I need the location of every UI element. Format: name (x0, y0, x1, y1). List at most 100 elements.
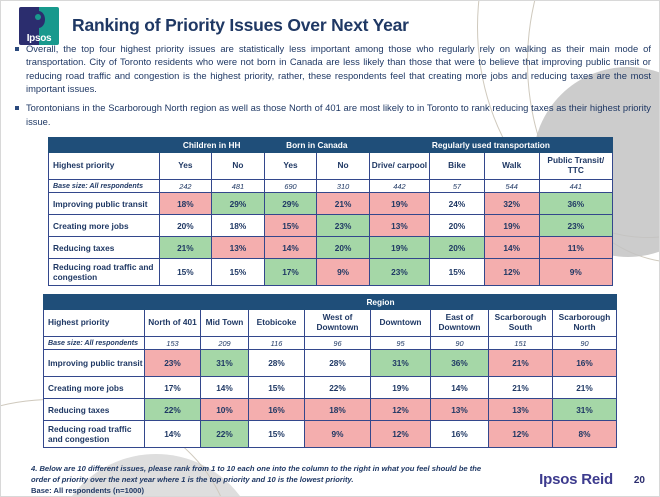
column-header-etobicoke: Etobicoke (248, 309, 305, 337)
group-header-blank (48, 137, 160, 153)
base-size-cell: 690 (263, 179, 318, 193)
group-header-blank (43, 294, 145, 310)
data-cell: 21% (488, 349, 553, 377)
data-cell: 29% (263, 192, 318, 215)
data-cell: 12% (370, 420, 431, 448)
logo-dot-icon (35, 14, 41, 20)
table-row: Reducing road traffic and congestion 15%… (48, 258, 614, 286)
base-size-label: Base size: All respondents (48, 179, 160, 193)
data-cell: 11% (538, 236, 614, 259)
data-cell: 18% (158, 192, 213, 215)
table-row: Creating more jobs 17% 14% 15% 22% 19% 1… (43, 376, 617, 399)
column-header-highest-priority: Highest priority (43, 309, 145, 337)
data-cell: 21% (552, 376, 617, 399)
base-size-cell: 95 (370, 336, 431, 350)
data-cell: 15% (248, 420, 305, 448)
row-label: Reducing road traffic and congestion (48, 258, 160, 286)
data-cell: 20% (158, 214, 213, 237)
slide-header: Ipsos Ranking of Priority Issues Over Ne… (19, 7, 649, 45)
base-size-cell: 441 (538, 179, 614, 193)
column-header-born-no: No (316, 152, 370, 180)
data-cell: 13% (368, 214, 431, 237)
data-cell: 19% (368, 236, 431, 259)
data-cell: 20% (316, 236, 370, 259)
footnote: 4. Below are 10 different issues, please… (31, 463, 501, 496)
data-cell: 14% (263, 236, 318, 259)
data-cell: 12% (488, 420, 553, 448)
data-cell: 18% (304, 398, 371, 421)
list-item: Overall, the top four highest priority i… (15, 42, 651, 95)
table-column-header-row: Highest priority North of 401 Mid Town E… (43, 309, 617, 337)
data-cell: 8% (552, 420, 617, 448)
data-cell: 13% (430, 398, 489, 421)
base-size-cell: 209 (200, 336, 249, 350)
column-header-highest-priority: Highest priority (48, 152, 160, 180)
data-cell: 31% (552, 398, 617, 421)
bullet-text: Torontonians in the Scarborough North re… (26, 102, 651, 127)
table-group-header-row: Children in HH Born in Canada Regularly … (48, 137, 614, 153)
data-cell: 19% (483, 214, 540, 237)
column-header-east-of-downtown: East of Downtown (430, 309, 489, 337)
column-header-public-transit: Public Transit/ TTC (538, 152, 614, 180)
table-row: Reducing road traffic and congestion 14%… (43, 420, 617, 448)
data-cell: 9% (316, 258, 370, 286)
data-cell: 10% (200, 398, 249, 421)
data-cell: 9% (538, 258, 614, 286)
column-header-walk: Walk (483, 152, 540, 180)
column-header-born-yes: Yes (263, 152, 318, 180)
column-header-children-yes: Yes (158, 152, 213, 180)
column-header-downtown: Downtown (370, 309, 431, 337)
table-row: Reducing taxes 21% 13% 14% 20% 19% 20% 1… (48, 236, 614, 259)
row-label: Reducing taxes (43, 398, 145, 421)
bullet-list: Overall, the top four highest priority i… (15, 42, 651, 134)
base-size-cell: 442 (368, 179, 431, 193)
ipsos-reid-wordmark: Ipsos Reid (539, 471, 613, 488)
data-cell: 14% (430, 376, 489, 399)
base-size-cell: 90 (552, 336, 617, 350)
row-label: Improving public transit (48, 192, 160, 215)
logo-wordmark: Ipsos (26, 33, 52, 44)
base-size-cell: 151 (488, 336, 553, 350)
data-cell: 22% (304, 376, 371, 399)
table-row: Creating more jobs 20% 18% 15% 23% 13% 2… (48, 214, 614, 237)
base-size-cell: 116 (248, 336, 305, 350)
data-cell: 15% (158, 258, 213, 286)
data-cell: 13% (488, 398, 553, 421)
column-header-north-of-401: North of 401 (144, 309, 201, 337)
column-header-scarborough-north: Scarborough North (552, 309, 617, 337)
data-cell: 18% (211, 214, 265, 237)
data-cell: 31% (370, 349, 431, 377)
base-size-cell: 96 (304, 336, 371, 350)
base-size-label: Base size: All respondents (43, 336, 145, 350)
table-column-header-row: Highest priority Yes No Yes No Drive/ ca… (48, 152, 614, 180)
data-cell: 36% (538, 192, 614, 215)
data-cell: 9% (304, 420, 371, 448)
data-cell: 14% (200, 376, 249, 399)
bullet-marker-icon (15, 47, 19, 51)
data-cell: 17% (144, 376, 201, 399)
data-cell: 28% (304, 349, 371, 377)
data-cell: 12% (483, 258, 540, 286)
data-cell: 16% (430, 420, 489, 448)
group-header-born-in-canada: Born in Canada (263, 137, 370, 153)
row-label: Reducing taxes (48, 236, 160, 259)
base-note: Base: All respondents (n=1000) (31, 486, 145, 495)
slide-number: 20 (633, 475, 645, 486)
data-cell: 20% (429, 214, 485, 237)
table-row: Improving public transit 18% 29% 29% 21%… (48, 192, 614, 215)
data-cell: 21% (158, 236, 213, 259)
data-cell: 19% (368, 192, 431, 215)
column-header-drive-carpool: Drive/ carpool (368, 152, 431, 180)
priority-by-region-table: Region Highest priority North of 401 Mid… (43, 294, 617, 448)
base-size-cell: 544 (483, 179, 540, 193)
data-cell: 28% (248, 349, 305, 377)
table-row: Improving public transit 23% 31% 28% 28%… (43, 349, 617, 377)
footnote-question-text: 4. Below are 10 different issues, please… (31, 464, 482, 484)
data-cell: 20% (429, 236, 485, 259)
priority-by-demographics-table: Children in HH Born in Canada Regularly … (48, 137, 614, 286)
data-cell: 16% (248, 398, 305, 421)
data-cell: 16% (552, 349, 617, 377)
row-label: Creating more jobs (43, 376, 145, 399)
table-row-base-size: Base size: All respondents 242 481 690 3… (48, 179, 614, 193)
